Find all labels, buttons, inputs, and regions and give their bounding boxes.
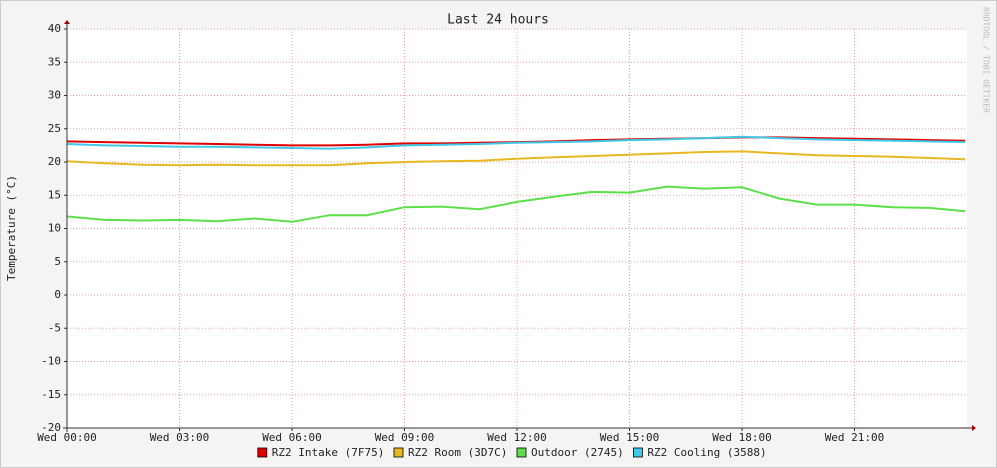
lines bbox=[66, 135, 966, 223]
y-tick-label: 40 bbox=[48, 22, 61, 35]
y-tick-label: -15 bbox=[41, 388, 61, 401]
y-tick-label: -10 bbox=[41, 355, 61, 368]
x-tick-label: Wed 15:00 bbox=[600, 431, 660, 444]
x-tick-label: Wed 18:00 bbox=[712, 431, 772, 444]
chart-title: Last 24 hours bbox=[447, 13, 549, 28]
y-tick-label: 0 bbox=[54, 288, 61, 301]
x-tick-label: Wed 09:00 bbox=[375, 431, 435, 444]
x-tick-label: Wed 12:00 bbox=[487, 431, 547, 444]
legend-swatch bbox=[257, 447, 268, 458]
legend-label: RZ2 Intake (7F75) bbox=[272, 446, 385, 459]
legend: RZ2 Intake (7F75) RZ2 Room (3D7C) Outdoor … bbox=[257, 446, 767, 459]
watermark: RRDTOOL / TOBI OETIKER bbox=[982, 7, 991, 113]
y-tick-label: 10 bbox=[48, 222, 61, 235]
y-tick-label: 35 bbox=[48, 55, 61, 68]
x-tick-label: Wed 21:00 bbox=[825, 431, 885, 444]
legend-label: RZ2 Room (3D7C) bbox=[408, 446, 507, 459]
legend-swatch bbox=[633, 447, 643, 458]
y-tick-label: 30 bbox=[48, 89, 61, 102]
y-tick-label: 20 bbox=[48, 155, 61, 168]
legend-label: Outdoor (2745) bbox=[531, 446, 624, 459]
x-arrow bbox=[972, 425, 976, 431]
y-tick-label: 25 bbox=[48, 122, 61, 135]
series-line bbox=[66, 185, 966, 223]
y-arrow bbox=[64, 20, 70, 24]
y-tick-label: -5 bbox=[48, 321, 61, 334]
x-tick-label: Wed 06:00 bbox=[262, 431, 322, 444]
x-tick-label: Wed 00:00 bbox=[37, 431, 97, 444]
x-tick-label: Wed 03:00 bbox=[150, 431, 210, 444]
series-line bbox=[66, 150, 966, 167]
y-tick-label: 15 bbox=[48, 188, 61, 201]
y-tick-label: -20 bbox=[41, 421, 61, 434]
y-tick-label: 5 bbox=[54, 255, 61, 268]
legend-swatch bbox=[393, 447, 404, 458]
series-line bbox=[66, 135, 966, 150]
y-axis-label: Temperature (°C) bbox=[5, 175, 18, 281]
legend-label: RZ2 Cooling (3588) bbox=[647, 446, 766, 459]
legend-swatch bbox=[516, 447, 527, 458]
